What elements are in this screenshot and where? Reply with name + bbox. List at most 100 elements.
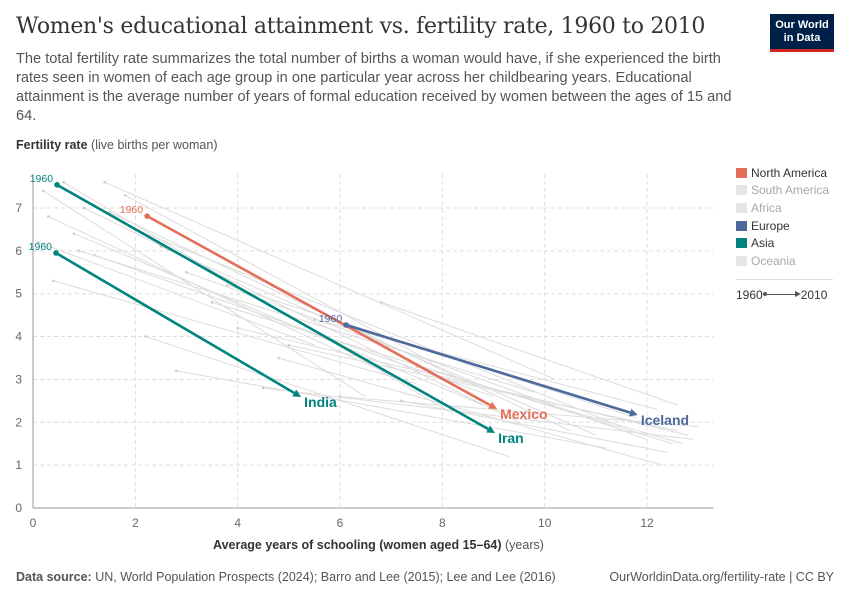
arrowhead-icon — [629, 408, 638, 417]
background-start-point — [174, 369, 178, 373]
background-country-line — [314, 318, 658, 410]
chart-subtitle: The total fertility rate summarizes the … — [16, 51, 732, 124]
background-start-point — [82, 206, 86, 210]
country-label-mexico[interactable]: Mexico — [500, 406, 547, 422]
background-start-point — [77, 249, 81, 253]
series-line-iceland[interactable] — [345, 323, 631, 414]
time-legend: 1960 2010 — [736, 288, 833, 302]
country-label-india[interactable]: India — [304, 394, 337, 410]
legend-swatch — [736, 238, 747, 249]
start-point-india[interactable] — [53, 250, 59, 256]
start-year-label: 1960 — [30, 173, 54, 185]
background-country-line — [78, 250, 535, 393]
x-axis-label-bold: Average years of schooling (women aged 1… — [213, 538, 502, 552]
legend-label: Europe — [751, 218, 790, 233]
legend-item-south-america[interactable]: South America — [736, 182, 833, 200]
y-tick-label: 0 — [15, 501, 22, 515]
background-country-line — [48, 216, 392, 376]
background-country-line — [278, 357, 663, 466]
background-start-point — [36, 240, 40, 244]
background-start-point — [103, 180, 106, 184]
legend-label: Asia — [751, 236, 775, 251]
background-start-point — [123, 193, 127, 197]
start-year-label: 1960 — [319, 313, 343, 325]
y-tick-label: 3 — [15, 372, 22, 386]
start-point-iceland[interactable] — [343, 322, 349, 328]
arrow-icon — [762, 291, 801, 298]
footer-link[interactable]: OurWorldinData.org/fertility-rate | CC B… — [609, 570, 834, 584]
background-country-line — [380, 301, 678, 406]
arrowhead-icon — [488, 401, 498, 409]
series-line-iran[interactable] — [56, 183, 489, 431]
background-start-point — [47, 215, 50, 218]
legend-item-north-america[interactable]: North America — [736, 164, 833, 182]
start-point-iran[interactable] — [54, 182, 60, 188]
background-start-point — [236, 326, 239, 330]
y-tick-label: 5 — [15, 287, 22, 301]
background-country-line — [176, 370, 607, 449]
legend-item-africa[interactable]: Africa — [736, 199, 833, 217]
background-start-point — [210, 300, 214, 304]
legend-swatch — [736, 202, 747, 213]
chart-title: Women's educational attainment vs. ferti… — [16, 14, 706, 39]
start-year-label: 1960 — [120, 204, 144, 216]
background-country-line — [401, 400, 668, 453]
legend-item-europe[interactable]: Europe — [736, 217, 833, 235]
y-tick-label: 7 — [15, 201, 22, 215]
legend-divider — [736, 278, 833, 280]
legend-label: South America — [751, 183, 830, 198]
x-axis-label-unit: (years) — [505, 538, 544, 552]
background-country-line — [104, 181, 556, 380]
background-country-line — [160, 246, 597, 436]
legend-swatch — [736, 185, 747, 196]
background-start-point — [62, 180, 66, 184]
time-start: 1960 — [736, 287, 763, 302]
background-country-line — [211, 301, 673, 445]
series-line-mexico[interactable] — [146, 214, 491, 407]
x-tick-label: 10 — [538, 516, 552, 530]
x-tick-label: 8 — [439, 516, 446, 530]
data-source: Data source: UN, World Population Prospe… — [16, 570, 556, 584]
background-country-line — [339, 396, 699, 428]
y-tick-label: 2 — [15, 415, 22, 429]
x-tick-label: 0 — [30, 516, 37, 530]
background-country-line — [73, 233, 484, 406]
y-tick-label: 4 — [15, 330, 22, 344]
owid-logo[interactable]: Our World in Data — [770, 14, 834, 52]
x-tick-label: 6 — [337, 516, 344, 530]
background-country-line — [37, 241, 315, 346]
arrowhead-icon — [292, 389, 302, 397]
legend-label: Africa — [751, 200, 782, 215]
source-text: UN, World Population Prospects (2024); B… — [95, 570, 556, 584]
background-start-point — [159, 245, 163, 248]
country-label-iran[interactable]: Iran — [498, 430, 524, 446]
background-country-line — [135, 228, 622, 428]
legend-swatch — [736, 167, 747, 178]
background-country-line — [288, 344, 678, 432]
time-end: 2010 — [800, 287, 828, 302]
background-start-point — [338, 395, 342, 398]
background-start-point — [52, 279, 55, 283]
legend-item-oceania[interactable]: Oceania — [736, 252, 833, 270]
background-start-point — [41, 189, 45, 193]
background-start-point — [287, 343, 291, 347]
background-start-point — [226, 283, 229, 287]
start-year-label: 1960 — [29, 241, 53, 253]
arrowhead-icon — [486, 425, 496, 433]
y-axis-label: Fertility rate (live births per woman) — [16, 138, 217, 152]
background-country-line — [83, 207, 520, 423]
legend-label: North America — [751, 165, 828, 180]
background-start-point — [261, 386, 265, 390]
background-start-point — [144, 335, 147, 338]
start-point-mexico[interactable] — [144, 213, 150, 219]
series-line-india[interactable] — [55, 251, 295, 395]
background-start-point — [400, 399, 403, 403]
y-axis-label-bold: Fertility rate — [16, 138, 88, 152]
background-start-point — [313, 318, 316, 321]
x-tick-label: 4 — [234, 516, 241, 530]
legend-item-asia[interactable]: Asia — [736, 234, 833, 252]
country-label-iceland[interactable]: Iceland — [641, 412, 689, 428]
legend-swatch — [736, 220, 747, 231]
background-country-line — [53, 280, 417, 385]
